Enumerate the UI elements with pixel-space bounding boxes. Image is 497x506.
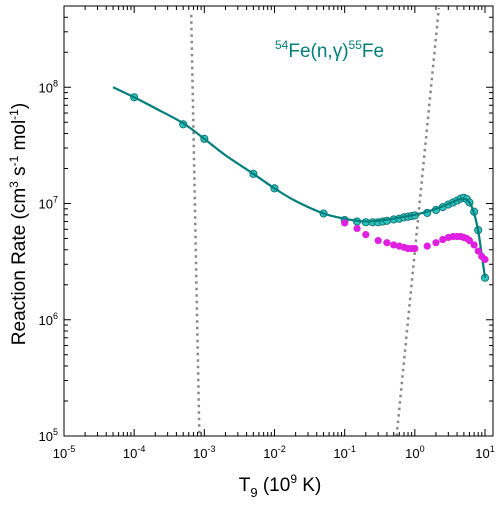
y-tick-base: 10 xyxy=(39,80,53,95)
x-tick-label: 10-3 xyxy=(193,444,215,461)
x-axis-title: T9 (109 K) xyxy=(239,472,322,500)
data-point-magenta xyxy=(439,235,447,244)
y-tick-label: 108 xyxy=(39,78,58,95)
x-title-rest: (10 xyxy=(258,475,291,496)
data-point-magenta xyxy=(341,219,349,227)
annotation-reaction: Fe(n, xyxy=(288,41,332,62)
y-tick-base: 10 xyxy=(39,197,53,212)
x-title-base: T xyxy=(239,475,251,496)
x-title-sub: 9 xyxy=(250,485,257,500)
y-title-sup3: -1 xyxy=(7,109,21,120)
series-fit-line xyxy=(112,86,487,278)
y-title-mid: s xyxy=(9,166,30,181)
data-point-magenta xyxy=(432,239,440,247)
data-point-magenta xyxy=(362,231,370,239)
x-tick-label: 101 xyxy=(475,444,494,461)
y-title-pre: Reaction Rate (cm xyxy=(9,188,30,345)
y-tick-label: 107 xyxy=(39,195,58,212)
x-tick-exp: 1 xyxy=(490,444,495,454)
data-point-magenta xyxy=(470,241,478,249)
x-tick-label: 10-5 xyxy=(53,444,75,461)
data-point-magenta xyxy=(353,224,361,233)
y-tick-exp: 6 xyxy=(53,311,58,321)
data-point-magenta xyxy=(481,255,489,264)
x-title-sup: 9 xyxy=(290,472,297,486)
plot-area xyxy=(112,7,490,437)
x-title-unit: K) xyxy=(297,475,321,496)
annotation-mass-a: 54 xyxy=(275,38,289,52)
data-point-magenta xyxy=(465,236,474,245)
data-point-magenta xyxy=(411,244,419,253)
x-tick-exp: -4 xyxy=(137,444,145,454)
y-title-post: ) xyxy=(9,103,30,109)
y-tick-label: 105 xyxy=(39,427,58,444)
x-tick-base: 10 xyxy=(405,446,419,461)
x-tick-base: 10 xyxy=(193,446,207,461)
x-tick-base: 10 xyxy=(53,446,67,461)
x-tick-base: 10 xyxy=(333,446,347,461)
annotation-gamma: γ xyxy=(333,41,343,62)
x-tick-label: 100 xyxy=(405,444,424,461)
y-tick-label: 106 xyxy=(39,311,58,328)
x-tick-exp: 0 xyxy=(420,444,425,454)
annotation-mass-b: 55 xyxy=(349,38,363,52)
x-tick-exp: -3 xyxy=(208,444,216,454)
reaction-annotation: 54Fe(n,γ)55Fe xyxy=(275,38,384,62)
x-tick-base: 10 xyxy=(475,446,489,461)
plot-frame xyxy=(63,5,494,437)
y-title-sup2: -1 xyxy=(7,155,21,166)
y-title-sup1: 3 xyxy=(7,181,21,188)
annotation-close: ) xyxy=(342,41,348,62)
data-point-magenta xyxy=(474,247,482,255)
series-dotted-line xyxy=(189,14,201,437)
x-tick-label: 10-4 xyxy=(123,444,145,461)
y-tick-base: 10 xyxy=(39,313,53,328)
x-tick-exp: -2 xyxy=(278,444,286,454)
series-dotted-line xyxy=(395,7,441,437)
x-tick-base: 10 xyxy=(263,446,277,461)
x-tick-exp: -5 xyxy=(67,444,75,454)
x-tick-base: 10 xyxy=(123,446,137,461)
x-tick-label: 10-1 xyxy=(333,444,355,461)
data-point-magenta xyxy=(383,239,391,247)
y-tick-base: 10 xyxy=(39,429,53,444)
annotation-product: Fe xyxy=(362,41,384,62)
data-point-magenta xyxy=(374,236,382,245)
x-tick-exp: -1 xyxy=(348,444,356,454)
y-axis-title: Reaction Rate (cm3 s-1 mol-1) xyxy=(7,103,30,345)
y-tick-exp: 5 xyxy=(53,427,58,437)
y-tick-exp: 7 xyxy=(53,195,58,205)
data-point-magenta xyxy=(390,241,398,249)
y-title-mid2: mol xyxy=(9,120,30,156)
x-tick-label: 10-2 xyxy=(263,444,285,461)
data-point-magenta xyxy=(423,242,431,250)
y-tick-exp: 8 xyxy=(53,78,58,88)
